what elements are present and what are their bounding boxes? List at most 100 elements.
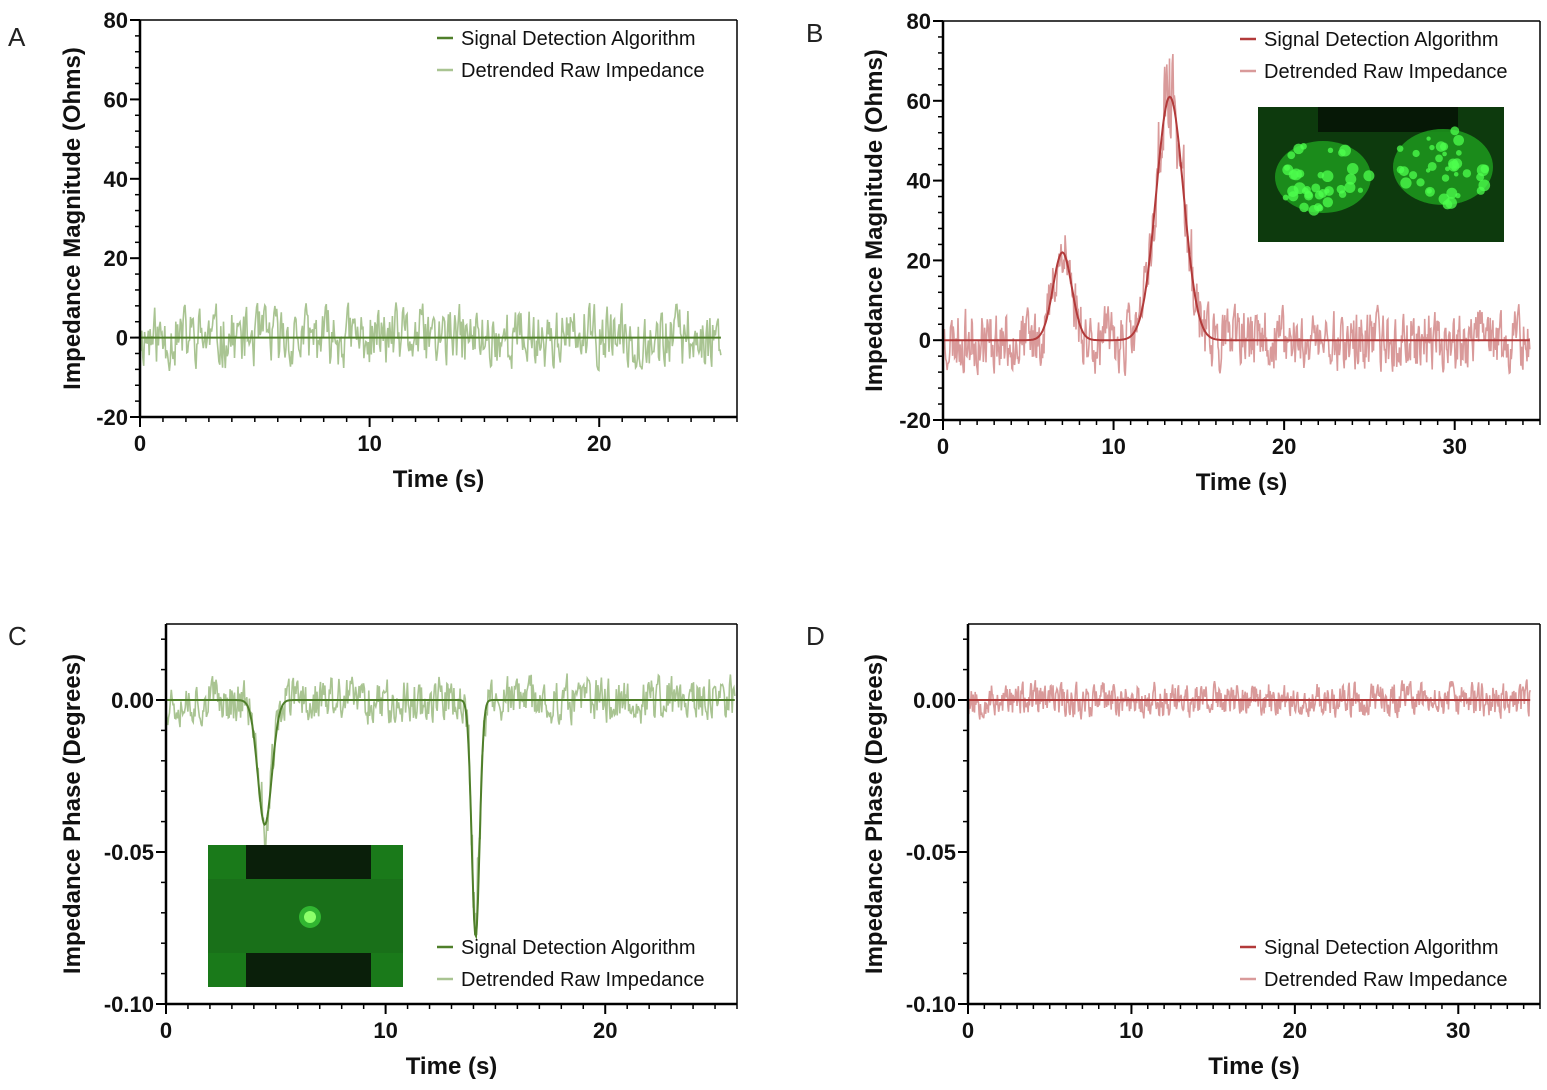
x-tick-label: 10 bbox=[357, 431, 381, 456]
signal-detection-trace bbox=[943, 95, 1530, 342]
y-tick-label: -0.10 bbox=[104, 992, 154, 1017]
panel-letter: C bbox=[8, 621, 27, 651]
fluorescent-spot bbox=[1321, 170, 1334, 183]
x-tick-label: 10 bbox=[1101, 434, 1125, 459]
fluorescent-spot bbox=[1424, 186, 1435, 197]
fluorescent-spot bbox=[1322, 197, 1334, 208]
fluorescent-spot bbox=[1416, 178, 1425, 187]
fluorescent-spot bbox=[1429, 144, 1435, 151]
legend-label: Detrended Raw Impedance bbox=[1264, 61, 1507, 83]
cell-cluster bbox=[1393, 129, 1493, 205]
y-tick-label: 20 bbox=[907, 248, 931, 273]
y-tick-label: 0 bbox=[919, 328, 931, 353]
y-tick-label: 60 bbox=[104, 87, 128, 112]
legend-label: Signal Detection Algorithm bbox=[461, 28, 696, 50]
fluorescent-spot bbox=[1308, 205, 1320, 216]
y-tick-label: -20 bbox=[96, 405, 128, 430]
y-tick-label: 40 bbox=[104, 167, 128, 192]
fluorescent-spot bbox=[1439, 142, 1449, 151]
x-tick-label: 20 bbox=[587, 431, 611, 456]
x-tick-label: 10 bbox=[1119, 1018, 1143, 1043]
x-tick-label: 20 bbox=[1272, 434, 1296, 459]
y-tick-label: 40 bbox=[907, 169, 931, 194]
x-tick-label: 30 bbox=[1446, 1018, 1470, 1043]
fluorescent-spot bbox=[1455, 150, 1462, 156]
fluorescent-spot bbox=[1442, 151, 1447, 157]
y-tick-label: -0.10 bbox=[906, 992, 956, 1017]
fluorescent-spot bbox=[1412, 149, 1420, 158]
channel-wall-top bbox=[246, 845, 371, 879]
inset-image bbox=[208, 845, 403, 987]
x-axis-title: Time (s) bbox=[1208, 1053, 1300, 1080]
fluorescent-spot bbox=[1476, 173, 1485, 182]
panel-letter: A bbox=[8, 22, 26, 52]
y-tick-label: 80 bbox=[907, 9, 931, 34]
x-axis-title: Time (s) bbox=[393, 466, 485, 493]
y-tick-label: -0.05 bbox=[104, 840, 154, 865]
legend-label: Detrended Raw Impedance bbox=[461, 60, 704, 82]
fluorescent-spot bbox=[1345, 173, 1357, 185]
legend-label: Signal Detection Algorithm bbox=[1264, 29, 1499, 51]
y-axis-title: Impedance Magnitude (Ohms) bbox=[861, 49, 888, 392]
fluorescent-spot bbox=[1296, 169, 1305, 178]
x-axis-title: Time (s) bbox=[1196, 469, 1288, 496]
panel-letter: D bbox=[806, 621, 825, 651]
fluorescent-spot bbox=[1282, 194, 1289, 201]
fluorescent-spot bbox=[1299, 202, 1309, 213]
fluorescent-spot bbox=[1450, 126, 1460, 136]
fluorescent-spot bbox=[1438, 193, 1450, 205]
raw-impedance-trace bbox=[140, 302, 722, 372]
panel-letter: B bbox=[806, 18, 823, 48]
legend-label: Signal Detection Algorithm bbox=[461, 937, 696, 959]
chart-panel-d: D 0 10 20 30 -0.10 -0.05 0.00 Time (s) Impedance … bbox=[806, 621, 1541, 1080]
fluorescent-spot bbox=[1288, 191, 1299, 202]
signal-detection-trace bbox=[166, 699, 735, 941]
fluorescent-spot bbox=[1304, 190, 1313, 199]
fluorescent-spot bbox=[1400, 177, 1412, 189]
fluorescent-spot bbox=[1445, 166, 1450, 172]
x-tick-label: 20 bbox=[593, 1018, 617, 1043]
x-tick-label: 0 bbox=[134, 431, 146, 456]
y-tick-label: 0.00 bbox=[111, 688, 154, 713]
fluorescent-spot bbox=[1339, 144, 1352, 157]
channel-wall-bottom bbox=[246, 953, 371, 987]
fluorescent-spot bbox=[1426, 136, 1431, 141]
fluorescent-spot bbox=[1480, 164, 1490, 174]
y-tick-label: 20 bbox=[104, 246, 128, 271]
y-tick-label: -20 bbox=[899, 408, 931, 433]
legend-label: Detrended Raw Impedance bbox=[1264, 969, 1507, 991]
fluorescent-spot bbox=[1338, 190, 1347, 198]
y-tick-label: 60 bbox=[907, 89, 931, 114]
y-axis-title: Impedance Phase (Degrees) bbox=[861, 654, 888, 974]
fluorescent-spot bbox=[1357, 187, 1364, 193]
channel-shadow bbox=[1318, 107, 1458, 132]
y-tick-label: 0.00 bbox=[913, 688, 956, 713]
inset-image bbox=[1258, 107, 1504, 242]
fluorescent-spot bbox=[1409, 171, 1418, 180]
fluorescent-spot bbox=[1363, 170, 1375, 182]
fluorescent-spot bbox=[1346, 163, 1359, 175]
fluorescent-spot bbox=[1287, 151, 1296, 160]
fluorescent-spot bbox=[1344, 181, 1356, 193]
fluorescent-spot bbox=[1327, 147, 1334, 154]
y-tick-label: 80 bbox=[104, 8, 128, 33]
x-tick-label: 0 bbox=[962, 1018, 974, 1043]
fluorescent-spot bbox=[1453, 134, 1465, 146]
fluorescent-spot bbox=[1441, 174, 1450, 182]
x-tick-label: 30 bbox=[1442, 434, 1466, 459]
y-axis-title: Impedance Phase (Degrees) bbox=[59, 654, 86, 974]
fluorescent-spot bbox=[1300, 143, 1307, 150]
fluorescent-spot bbox=[1427, 162, 1437, 171]
fluorescent-spot bbox=[1453, 171, 1459, 177]
x-tick-label: 20 bbox=[1283, 1018, 1307, 1043]
fluorescent-spot bbox=[1435, 154, 1443, 163]
fluorescent-spot bbox=[1446, 187, 1458, 199]
fluorescent-spot bbox=[1455, 192, 1461, 199]
x-tick-label: 10 bbox=[373, 1018, 397, 1043]
fluorescent-spot bbox=[1462, 169, 1472, 178]
y-axis-title: Impedance Magnitude (Ohms) bbox=[59, 47, 86, 390]
y-tick-label: 0 bbox=[116, 326, 128, 351]
